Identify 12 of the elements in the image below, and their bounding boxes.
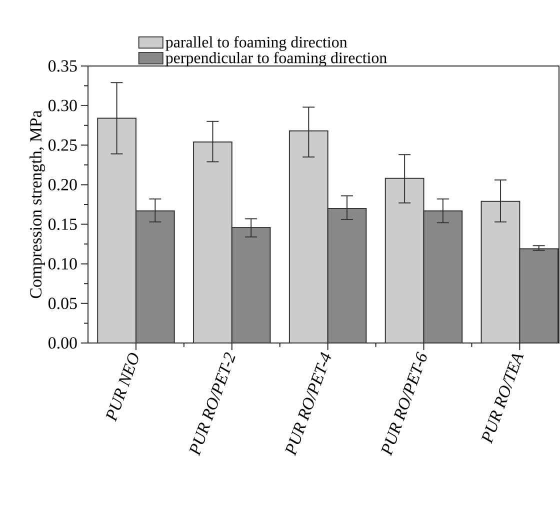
- x-tick-label: PUR NEO: [106, 352, 138, 422]
- legend-label: parallel to foaming direction: [166, 36, 348, 51]
- y-axis-title: Compression strength, MPa: [30, 110, 46, 298]
- y-tick-label: 0.25: [48, 139, 77, 151]
- y-tick-label: 0.20: [48, 178, 77, 190]
- y-tick-label: 0.30: [48, 100, 77, 112]
- y-tick-label: 0.35: [48, 60, 77, 72]
- y-tick-label: 0.15: [48, 218, 77, 230]
- y-tick-label: 0.00: [48, 337, 77, 349]
- y-tick-label: 0.05: [48, 298, 77, 310]
- y-tick-label: 0.10: [48, 258, 77, 270]
- legend-label: perpendicular to foaming direction: [166, 52, 387, 67]
